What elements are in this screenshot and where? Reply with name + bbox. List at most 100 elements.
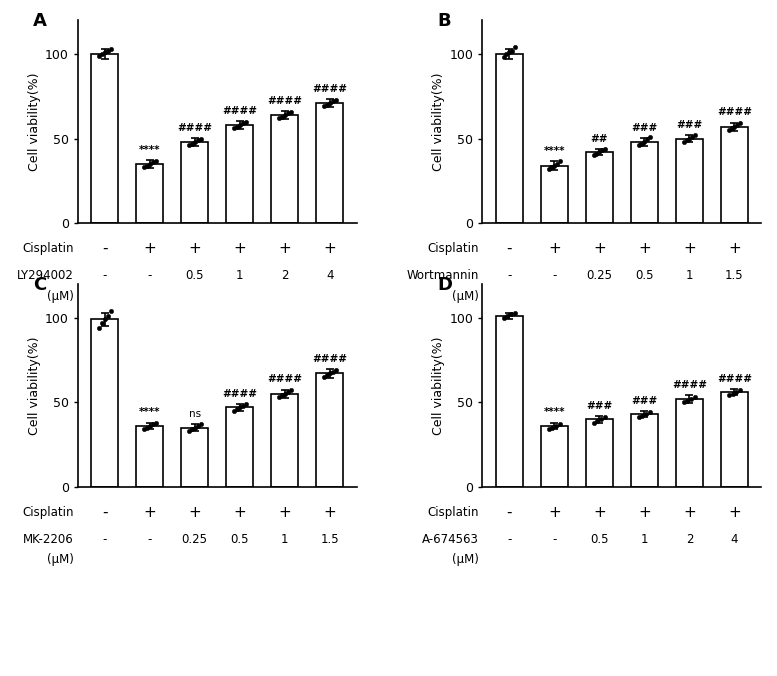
Text: 4: 4 — [326, 269, 333, 283]
Text: -: - — [102, 505, 107, 520]
Bar — [631, 142, 658, 223]
Text: +: + — [683, 505, 696, 520]
Text: -: - — [148, 269, 152, 283]
Text: 1: 1 — [685, 269, 693, 283]
Bar — [676, 399, 703, 487]
Text: A-674563: A-674563 — [422, 533, 479, 546]
Text: 2: 2 — [281, 269, 288, 283]
Text: ####: #### — [267, 95, 302, 105]
Bar — [586, 152, 613, 223]
Text: 1.5: 1.5 — [725, 269, 744, 283]
Text: ####: #### — [717, 107, 752, 118]
Text: (μM): (μM) — [47, 289, 74, 303]
Text: 0.5: 0.5 — [591, 533, 608, 546]
Y-axis label: Cell viability(%): Cell viability(%) — [432, 72, 445, 171]
Text: ####: #### — [312, 354, 347, 364]
Bar — [181, 428, 208, 487]
Text: +: + — [548, 505, 561, 520]
Text: +: + — [638, 241, 651, 256]
Bar — [586, 419, 613, 487]
Text: -: - — [507, 241, 512, 256]
Text: ###: ### — [631, 122, 657, 132]
Y-axis label: Cell viability(%): Cell viability(%) — [28, 336, 40, 435]
Text: Wortmannin: Wortmannin — [406, 269, 479, 283]
Text: MK-2206: MK-2206 — [23, 533, 74, 546]
Text: ####: #### — [222, 389, 257, 399]
Bar — [136, 426, 163, 487]
Text: +: + — [548, 241, 561, 256]
Bar — [316, 373, 343, 487]
Text: +: + — [188, 505, 201, 520]
Text: 0.5: 0.5 — [635, 269, 653, 283]
Text: ##: ## — [591, 134, 608, 144]
Text: 1: 1 — [236, 269, 243, 283]
Text: +: + — [593, 505, 606, 520]
Text: ###: ### — [587, 401, 612, 410]
Bar — [721, 392, 748, 487]
Text: +: + — [143, 241, 156, 256]
Text: -: - — [507, 269, 511, 283]
Text: ####: #### — [717, 374, 752, 384]
Bar — [316, 103, 343, 223]
Text: +: + — [638, 505, 651, 520]
Bar — [541, 166, 568, 223]
Text: Cisplatin: Cisplatin — [23, 242, 74, 256]
Text: 0.25: 0.25 — [182, 533, 207, 546]
Text: ns: ns — [189, 409, 200, 419]
Text: D: D — [437, 276, 453, 294]
Text: +: + — [278, 505, 291, 520]
Bar — [226, 125, 253, 223]
Text: +: + — [143, 505, 156, 520]
Text: ###: ### — [631, 395, 657, 406]
Text: +: + — [728, 505, 740, 520]
Text: A: A — [33, 12, 47, 30]
Text: +: + — [323, 241, 336, 256]
Bar — [136, 164, 163, 223]
Text: Cisplatin: Cisplatin — [427, 506, 479, 519]
Text: +: + — [323, 505, 336, 520]
Text: -: - — [148, 533, 152, 546]
Text: C: C — [33, 276, 47, 294]
Text: -: - — [103, 533, 107, 546]
Bar — [676, 139, 703, 223]
Text: ****: **** — [544, 146, 565, 156]
Text: Cisplatin: Cisplatin — [427, 242, 479, 256]
Text: ####: #### — [177, 122, 212, 132]
Text: -: - — [552, 533, 556, 546]
Text: ####: #### — [672, 379, 707, 389]
Text: (μM): (μM) — [451, 289, 479, 303]
Bar — [721, 127, 748, 223]
Text: +: + — [593, 241, 606, 256]
Text: 1: 1 — [641, 533, 648, 546]
Text: (μM): (μM) — [47, 553, 74, 566]
Text: ****: **** — [544, 408, 565, 417]
Bar — [226, 407, 253, 487]
Text: ####: #### — [267, 375, 302, 385]
Text: ###: ### — [676, 120, 702, 130]
Text: +: + — [683, 241, 696, 256]
Text: ####: #### — [222, 105, 257, 116]
Text: +: + — [233, 241, 246, 256]
Bar — [271, 393, 298, 487]
Bar — [631, 414, 658, 487]
Bar — [541, 426, 568, 487]
Text: 1: 1 — [281, 533, 288, 546]
Bar — [496, 316, 523, 487]
Text: B: B — [437, 12, 451, 30]
Text: -: - — [507, 505, 512, 520]
Y-axis label: Cell viability(%): Cell viability(%) — [28, 72, 40, 171]
Text: 2: 2 — [685, 533, 693, 546]
Text: Cisplatin: Cisplatin — [23, 506, 74, 519]
Text: ####: #### — [312, 84, 347, 94]
Text: 0.5: 0.5 — [231, 533, 249, 546]
Bar — [91, 320, 118, 487]
Text: ****: **** — [139, 408, 161, 417]
Text: -: - — [103, 269, 107, 283]
Text: 4: 4 — [730, 533, 738, 546]
Text: ****: **** — [139, 145, 161, 155]
Text: +: + — [278, 241, 291, 256]
Text: (μM): (μM) — [451, 553, 479, 566]
Bar — [91, 54, 118, 223]
Text: 1.5: 1.5 — [320, 533, 339, 546]
Text: 0.5: 0.5 — [186, 269, 204, 283]
